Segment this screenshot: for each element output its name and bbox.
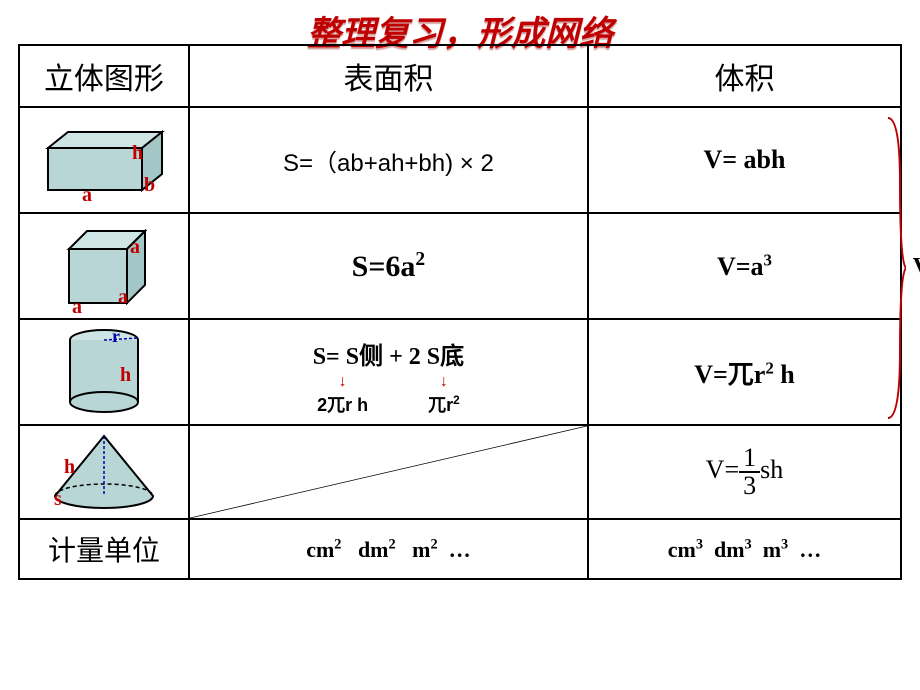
cylinder-surface: S= S侧 + 2 S底 ↓ 2兀r h ↓ 兀r2 [189, 319, 588, 425]
cuboid-surface-formula: S=（ab+ah+bh) × 2 [283, 150, 494, 177]
u-m-e: 2 [430, 537, 437, 553]
header-surface: 表面积 [189, 45, 588, 107]
arrow-down-icon: ↓ [317, 373, 368, 391]
u-cm-e: 2 [334, 537, 341, 553]
cylinder-surface-formula: S= S侧 + 2 S底 [190, 336, 587, 371]
cube-surface: S=6a2 [189, 213, 588, 319]
u-cm: cm [306, 537, 334, 562]
cone-veq: V= [706, 455, 739, 484]
cube-volume-formula: V=a3 [717, 252, 772, 281]
cube-vol-pre: V=a [717, 252, 764, 281]
cube-volume: V=a3 [588, 213, 901, 319]
cuboid-surface: S=（ab+ah+bh) × 2 [189, 107, 588, 213]
cone-volume: V=13sh [588, 425, 901, 519]
cyl-vol-pre: V=兀 [694, 360, 754, 389]
row-cube: a a a S=6a2 V=a3 [19, 213, 901, 319]
units-label: 计量单位 [19, 519, 189, 579]
table-header-row: 立体图形 表面积 体积 [19, 45, 901, 107]
fraction-one-third: 13 [739, 445, 760, 499]
uv-m: m [763, 537, 781, 562]
cyl-sub2-exp: 2 [453, 394, 460, 407]
cone-label-s: s [54, 488, 62, 511]
row-cuboid: a b h S=（ab+ah+bh) × 2 V= abh V = sh [19, 107, 901, 213]
cylinder-sub-lateral: 2兀r h [317, 391, 368, 417]
diagonal-line-icon [190, 426, 587, 518]
cyl-vol-r: r [754, 360, 766, 389]
row-units: 计量单位 cm2 dm2 m2 … cm3 dm3 m3 … [19, 519, 901, 579]
cube-label-a2: a [118, 286, 128, 309]
row-cylinder: r h S= S侧 + 2 S底 ↓ 2兀r h ↓ 兀r2 V=兀r2 [19, 319, 901, 425]
cone-vol-tail: sh [760, 455, 783, 484]
cube-surface-exp: 2 [415, 249, 425, 270]
cuboid-volume: V= abh V = sh [588, 107, 901, 213]
cube-label-a1: a [72, 296, 82, 319]
cube-label-a3: a [130, 236, 140, 259]
units-volume: cm3 dm3 m3 … [588, 519, 901, 579]
cone-label-h: h [64, 456, 75, 479]
u-dm-e: 2 [389, 537, 396, 553]
cylinder-label-h: h [120, 364, 131, 387]
cylinder-volume-formula: V=兀r2 h [694, 360, 795, 389]
cyl-vol-h: h [774, 360, 795, 389]
header-volume: 体积 [588, 45, 901, 107]
uv-dm: dm [714, 537, 745, 562]
cone-shape-cell: h s [19, 425, 189, 519]
uv-cm-e: 3 [696, 537, 703, 553]
cone-surface-empty [189, 425, 588, 519]
geometry-table: 立体图形 表面积 体积 a b h S=（ab+ah+bh) × 2 V= ab… [18, 44, 902, 580]
uv-dots: … [799, 537, 821, 562]
units-area-list: cm2 dm2 m2 … [306, 537, 470, 562]
cyl-vol-exp: 2 [765, 358, 773, 377]
cylinder-volume: V=兀r2 h [588, 319, 901, 425]
units-volume-list: cm3 dm3 m3 … [668, 537, 821, 562]
cuboid-label-h: h [132, 142, 143, 165]
header-shape: 立体图形 [19, 45, 189, 107]
cylinder-sub-base: 兀r2 [428, 391, 460, 417]
cuboid-label-a: a [82, 184, 92, 207]
uv-m-e: 3 [781, 537, 788, 553]
cylinder-shape-cell: r h [19, 319, 189, 425]
volume-sh-formula: V = sh [913, 254, 920, 281]
uv-dm-e: 3 [745, 537, 752, 553]
cyl-sub2-pi: 兀 [428, 395, 446, 415]
arrow-down-icon: ↓ [428, 373, 460, 391]
cylinder-label-r: r [112, 326, 120, 347]
cuboid-shape-cell: a b h [19, 107, 189, 213]
frac-num: 1 [739, 445, 760, 473]
u-dots: … [449, 537, 471, 562]
cube-shape-cell: a a a [19, 213, 189, 319]
row-cone: h s V=13sh [19, 425, 901, 519]
cube-surface-formula: S=6a2 [352, 250, 426, 283]
uv-cm: cm [668, 537, 696, 562]
frac-den: 3 [739, 473, 760, 499]
u-dm: dm [358, 537, 389, 562]
cone-volume-formula: V=13sh [706, 455, 784, 484]
units-area: cm2 dm2 m2 … [189, 519, 588, 579]
u-m: m [412, 537, 430, 562]
cuboid-label-b: b [144, 174, 155, 197]
cube-vol-exp: 3 [764, 250, 772, 269]
cuboid-volume-formula: V= abh [703, 145, 785, 174]
cylinder-icon [49, 324, 159, 420]
cube-icon [49, 221, 159, 311]
cube-surface-pre: S=6a [352, 250, 416, 283]
